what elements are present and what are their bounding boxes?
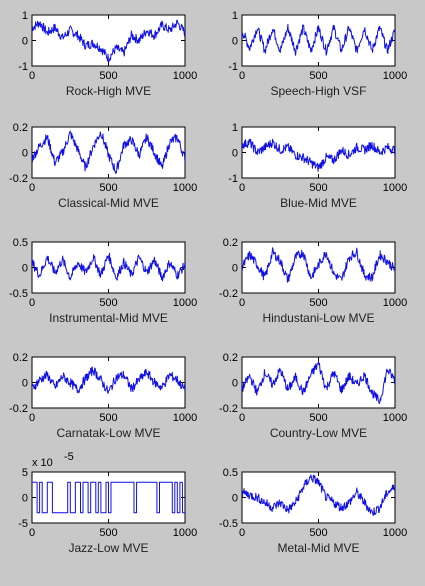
series-line (242, 474, 395, 516)
y-tick-label: 0.2 (223, 237, 238, 249)
x-axis-label: Metal-Mid MVE (277, 541, 359, 555)
x-tick-label: 0 (239, 412, 245, 424)
x-axis-label: Country-Low MVE (270, 426, 367, 440)
y-tick-label: -1 (18, 61, 28, 73)
x-axis-label: Speech-High VSF (270, 84, 366, 98)
x-tick-label: 500 (99, 182, 117, 194)
y-tick-label: 0.5 (13, 237, 28, 249)
x-tick-label: 1000 (383, 182, 407, 194)
y-tick-label: -1 (228, 61, 238, 73)
y-tick-label: 0 (232, 263, 238, 275)
y-tick-label: 0 (22, 263, 28, 275)
x-tick-label: 0 (29, 412, 35, 424)
y-tick-label: 0 (22, 148, 28, 160)
x-axis-label: Rock-High MVE (66, 84, 151, 98)
y-exponent-power: -5 (64, 451, 74, 463)
x-tick-label: 0 (29, 182, 35, 194)
plot-frame (31, 356, 186, 409)
x-tick-label: 1000 (383, 412, 407, 424)
x-tick-label: 0 (29, 527, 35, 539)
plot-frame (241, 471, 396, 524)
x-tick-label: 1000 (383, 70, 407, 82)
x-tick-label: 0 (29, 70, 35, 82)
x-tick-label: 1000 (173, 297, 197, 309)
y-tick-label: 1 (232, 10, 238, 22)
y-tick-label: 0.2 (13, 352, 28, 364)
y-tick-label: 0 (232, 148, 238, 160)
x-axis-label: Carnatak-Low MVE (56, 426, 160, 440)
y-tick-label: 0 (22, 36, 28, 48)
y-tick-label: 5 (22, 467, 28, 479)
y-tick-label: -5 (18, 518, 28, 530)
y-tick-label: 1 (22, 10, 28, 22)
y-tick-label: -0.2 (9, 403, 28, 415)
series-line (242, 23, 395, 56)
x-axis-label: Hindustani-Low MVE (262, 311, 374, 325)
y-tick-label: 0 (232, 378, 238, 390)
y-tick-label: -0.2 (219, 403, 238, 415)
plot-frame (31, 126, 186, 179)
series-line (242, 138, 395, 172)
y-tick-label: -0.2 (219, 288, 238, 300)
x-tick-label: 0 (239, 297, 245, 309)
series-line (32, 366, 185, 394)
y-tick-label: 0 (22, 378, 28, 390)
series-line (242, 247, 395, 283)
x-tick-label: 500 (99, 70, 117, 82)
y-tick-label: 0 (232, 36, 238, 48)
x-tick-label: 1000 (173, 70, 197, 82)
series-line (32, 19, 185, 63)
x-tick-label: 1000 (383, 297, 407, 309)
x-tick-label: 0 (239, 182, 245, 194)
x-tick-label: 500 (99, 527, 117, 539)
x-tick-label: 500 (309, 182, 327, 194)
y-tick-label: 1 (232, 122, 238, 134)
x-axis-label: Jazz-Low MVE (68, 541, 148, 555)
x-tick-label: 500 (99, 297, 117, 309)
x-tick-label: 1000 (173, 527, 197, 539)
series-line (242, 360, 395, 404)
y-tick-label: -0.5 (9, 288, 28, 300)
x-axis-label: Blue-Mid MVE (280, 196, 357, 210)
y-tick-label: 0.2 (13, 122, 28, 134)
y-tick-label: -1 (228, 173, 238, 185)
series-line (32, 252, 185, 282)
series-line (32, 481, 185, 514)
y-tick-label: -0.5 (219, 518, 238, 530)
x-tick-label: 0 (239, 527, 245, 539)
x-tick-label: 1000 (173, 182, 197, 194)
x-tick-label: 0 (239, 70, 245, 82)
x-axis-label: Classical-Mid MVE (58, 196, 159, 210)
x-tick-label: 500 (309, 297, 327, 309)
y-tick-label: 0.5 (223, 467, 238, 479)
plot-frame (241, 356, 396, 409)
plot-frame (31, 241, 186, 294)
x-tick-label: 1000 (383, 527, 407, 539)
x-tick-label: 1000 (173, 412, 197, 424)
x-tick-label: 0 (29, 297, 35, 309)
x-tick-label: 500 (309, 70, 327, 82)
y-tick-label: -0.2 (9, 173, 28, 185)
x-tick-label: 500 (99, 412, 117, 424)
y-tick-label: 0.2 (223, 352, 238, 364)
x-tick-label: 500 (309, 412, 327, 424)
x-axis-label: Instrumental-Mid MVE (49, 311, 168, 325)
series-line (32, 130, 185, 174)
y-tick-label: 0 (22, 493, 28, 505)
plot-frame (241, 14, 396, 67)
y-tick-label: 0 (232, 493, 238, 505)
y-exponent-label: x 10 (32, 457, 53, 469)
x-tick-label: 500 (309, 527, 327, 539)
